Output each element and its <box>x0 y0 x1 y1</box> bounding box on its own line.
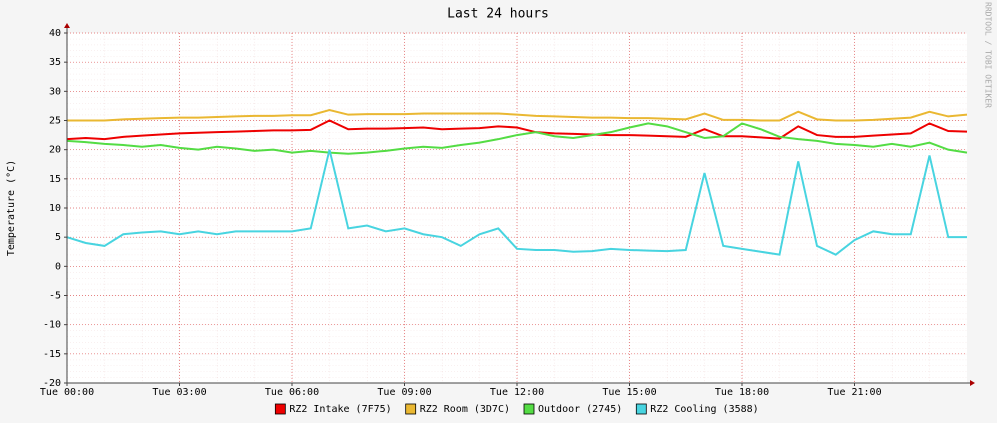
x-tick-label: Tue 00:00 <box>40 387 94 398</box>
y-tick-label: -5 <box>49 291 61 302</box>
x-tick-label: Tue 12:00 <box>490 387 544 398</box>
legend-label: RZ2 Room (3D7C) <box>420 404 510 415</box>
legend-swatch <box>523 403 535 415</box>
y-tick-label: 10 <box>49 203 61 214</box>
y-tick-label: 20 <box>49 145 61 156</box>
legend-label: Outdoor (2745) <box>538 404 622 415</box>
legend-item: RZ2 Intake (7F75) <box>274 403 392 415</box>
y-tick-label: 35 <box>49 57 61 68</box>
legend-swatch <box>635 403 647 415</box>
y-tick-label: -15 <box>43 349 61 360</box>
series-line <box>66 119 968 141</box>
legend-item: RZ2 Cooling (3588) <box>635 403 759 415</box>
legend-swatch <box>274 403 286 415</box>
series-line <box>66 122 968 155</box>
y-tick-label: 5 <box>55 232 61 243</box>
legend-label: RZ2 Intake (7F75) <box>289 404 391 415</box>
y-tick-label: 25 <box>49 116 61 127</box>
x-tick-label: Tue 21:00 <box>827 387 881 398</box>
y-tick-label: 30 <box>49 86 61 97</box>
y-tick-label: -20 <box>43 378 61 389</box>
chart-title: Last 24 hours <box>447 7 549 22</box>
series-line <box>66 149 967 256</box>
legend-swatch <box>405 403 417 415</box>
legend-item: Outdoor (2745) <box>523 403 622 415</box>
y-tick-label: -10 <box>43 320 61 331</box>
legend-label: RZ2 Cooling (3588) <box>650 404 758 415</box>
x-tick-label: Tue 03:00 <box>152 387 206 398</box>
y-axis-label: Temperature (°C) <box>6 160 17 256</box>
legend-item: RZ2 Room (3D7C) <box>405 403 510 415</box>
x-arrow <box>970 380 975 386</box>
x-tick-label: Tue 15:00 <box>602 387 656 398</box>
x-tick-label: Tue 09:00 <box>377 387 431 398</box>
x-tick-label: Tue 18:00 <box>715 387 769 398</box>
y-tick-label: 15 <box>49 174 61 185</box>
y-arrow <box>64 23 70 28</box>
side-label: RRDTOOL / TOBI OETIKER <box>984 2 993 108</box>
x-tick-label: Tue 06:00 <box>265 387 319 398</box>
series-line <box>67 108 968 122</box>
y-tick-label: 0 <box>55 261 61 272</box>
y-tick-label: 40 <box>49 28 61 39</box>
